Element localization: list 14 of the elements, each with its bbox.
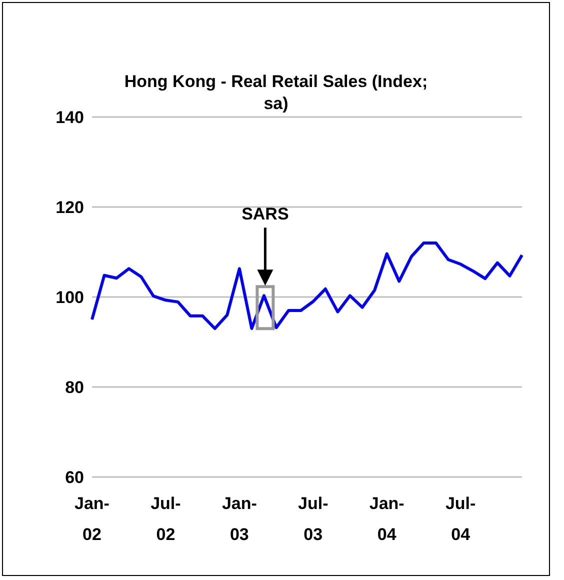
x-tick-label: Jul-04 bbox=[445, 494, 476, 544]
chart-title: Hong Kong - Real Retail Sales (Index; sa) bbox=[123, 71, 429, 115]
x-tick-label: Jan-04 bbox=[369, 494, 404, 544]
x-tick-label: Jul-03 bbox=[298, 494, 328, 544]
y-tick-label: 120 bbox=[56, 198, 84, 218]
y-tick-label: 100 bbox=[56, 288, 84, 308]
y-tick-label: 140 bbox=[56, 108, 84, 128]
y-tick-label: 60 bbox=[65, 468, 84, 488]
y-tick-label: 80 bbox=[65, 378, 84, 398]
annotation: SARS bbox=[242, 204, 289, 224]
x-tick-label: Jan-02 bbox=[74, 494, 110, 544]
line-series bbox=[90, 242, 524, 330]
x-tick-label: Jan-03 bbox=[222, 494, 257, 544]
x-tick-label: Jul-02 bbox=[150, 494, 181, 544]
